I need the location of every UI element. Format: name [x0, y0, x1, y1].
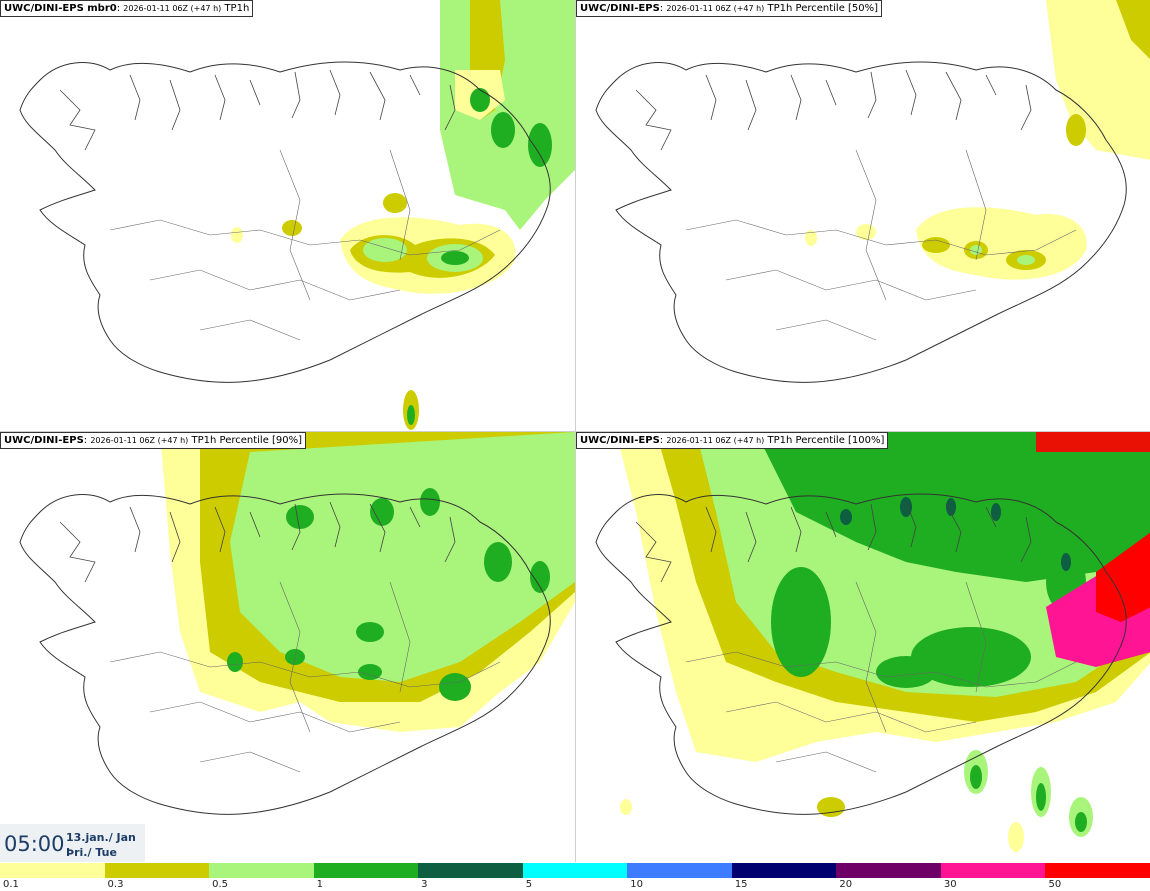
legend-swatch [104, 863, 210, 878]
valid-date: 13.jan./ Jan [66, 831, 136, 844]
precip-map-mbr0 [19, 0, 575, 430]
map-panel-p50: UWC/DINI-EPS: 2026-01-11 06Z (+47 h) TP1… [575, 0, 1150, 431]
legend-swatch [836, 863, 942, 878]
field-name: TP1h Percentile [100%] [767, 435, 885, 446]
run-time: 2026-01-11 06Z (+47 h) [666, 4, 765, 13]
run-time: 2026-01-11 06Z (+47 h) [123, 4, 222, 13]
precip-map-p90 [19, 432, 575, 815]
legend-swatch [522, 863, 628, 878]
panel-title: UWC/DINI-EPS: 2026-01-11 06Z (+47 h) TP1… [576, 432, 889, 449]
model-name: UWC/DINI-EPS [4, 435, 84, 446]
field-name: TP1h Percentile [50%] [767, 3, 879, 14]
valid-weekday: Þri./ Tue [66, 846, 117, 859]
legend-tick-label: 30 [943, 879, 957, 890]
legend-tick-label: 0.3 [107, 879, 124, 890]
legend-swatch [313, 863, 419, 878]
model-name: UWC/DINI-EPS mbr0 [4, 3, 117, 14]
legend-tick-label: 15 [734, 879, 748, 890]
legend-tick-label: 1 [316, 879, 323, 890]
panel-title: UWC/DINI-EPS: 2026-01-11 06Z (+47 h) TP1… [576, 0, 883, 17]
legend-swatch [0, 863, 105, 878]
color-legend: 0.1 0.3 0.5 1 3 5 10 15 20 30 50 [0, 862, 1150, 891]
legend-tick-label: 10 [630, 879, 643, 890]
map-panel-p100: UWC/DINI-EPS: 2026-01-11 06Z (+47 h) TP1… [575, 432, 1150, 863]
legend-swatch [627, 863, 733, 878]
legend-tick-label: 50 [1048, 879, 1062, 890]
valid-hour: 05:00 [4, 832, 65, 856]
legend-tick-label: 0.5 [212, 879, 228, 890]
legend-swatch [209, 863, 315, 878]
valid-time-box: 05:00 13.jan./ Jan Þri./ Tue [0, 824, 145, 862]
field-name: TP1h Percentile [90%] [191, 435, 303, 446]
panel-divider [0, 431, 1150, 432]
legend-swatch [418, 863, 524, 878]
run-time: 2026-01-11 06Z (+47 h) [666, 436, 765, 445]
precip-map-p50 [595, 0, 1150, 383]
run-time: 2026-01-11 06Z (+47 h) [90, 436, 189, 445]
legend-swatch [940, 863, 1046, 878]
panel-title: UWC/DINI-EPS mbr0: 2026-01-11 06Z (+47 h… [0, 0, 254, 17]
legend-tick-label: 20 [839, 879, 853, 890]
legend-tick-label: 0.1 [3, 879, 19, 890]
model-name: UWC/DINI-EPS [580, 3, 660, 14]
field-name: TP1h [224, 3, 250, 14]
model-name: UWC/DINI-EPS [580, 435, 660, 446]
map-panel-p90: UWC/DINI-EPS: 2026-01-11 06Z (+47 h) TP1… [0, 432, 575, 863]
map-panel-mbr0: UWC/DINI-EPS mbr0: 2026-01-11 06Z (+47 h… [0, 0, 575, 431]
legend-swatch [1045, 863, 1150, 878]
legend-tick-label: 5 [525, 879, 533, 890]
legend-swatch [731, 863, 837, 878]
panel-title: UWC/DINI-EPS: 2026-01-11 06Z (+47 h) TP1… [0, 432, 307, 449]
precip-map-p100 [595, 432, 1150, 852]
legend-tick-label: 3 [421, 879, 428, 890]
